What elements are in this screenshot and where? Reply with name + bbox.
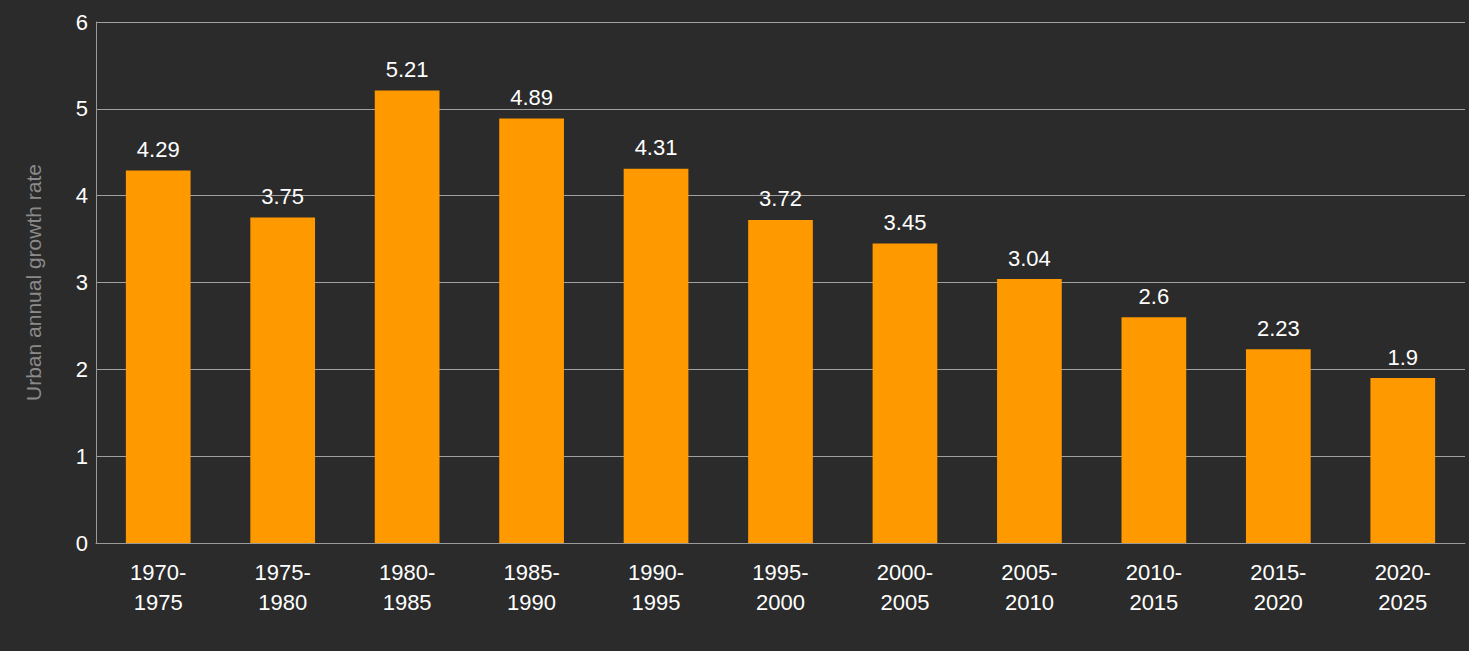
- svg-text:1970-: 1970-: [130, 560, 186, 585]
- svg-text:2000: 2000: [756, 590, 805, 615]
- svg-text:1990-: 1990-: [628, 560, 684, 585]
- svg-text:2010: 2010: [1005, 590, 1054, 615]
- svg-text:1985-: 1985-: [503, 560, 559, 585]
- svg-text:3.04: 3.04: [1008, 246, 1051, 271]
- svg-text:4: 4: [76, 183, 88, 208]
- svg-text:0: 0: [76, 531, 88, 556]
- svg-text:2000-: 2000-: [877, 560, 933, 585]
- svg-text:Urban annual growth rate: Urban annual growth rate: [22, 164, 45, 401]
- svg-text:2020: 2020: [1254, 590, 1303, 615]
- svg-text:2: 2: [76, 357, 88, 382]
- svg-text:2.23: 2.23: [1257, 316, 1300, 341]
- svg-text:1995-: 1995-: [752, 560, 808, 585]
- svg-text:5.21: 5.21: [386, 57, 429, 82]
- svg-text:2020-: 2020-: [1375, 560, 1431, 585]
- svg-text:2025: 2025: [1378, 590, 1427, 615]
- svg-text:1995: 1995: [632, 590, 681, 615]
- svg-text:3.75: 3.75: [261, 184, 304, 209]
- svg-text:1975-: 1975-: [255, 560, 311, 585]
- svg-text:1985: 1985: [383, 590, 432, 615]
- svg-text:4.29: 4.29: [137, 137, 180, 162]
- svg-text:2015: 2015: [1129, 590, 1178, 615]
- svg-text:6: 6: [76, 10, 88, 35]
- svg-text:3.72: 3.72: [759, 186, 802, 211]
- svg-text:3: 3: [76, 270, 88, 295]
- svg-text:1990: 1990: [507, 590, 556, 615]
- svg-text:2010-: 2010-: [1126, 560, 1182, 585]
- svg-text:4.31: 4.31: [635, 135, 678, 160]
- svg-text:2.6: 2.6: [1139, 284, 1170, 309]
- svg-text:5: 5: [76, 96, 88, 121]
- svg-text:3.45: 3.45: [884, 210, 927, 235]
- svg-text:1: 1: [76, 444, 88, 469]
- svg-text:2005: 2005: [880, 590, 929, 615]
- svg-text:1980-: 1980-: [379, 560, 435, 585]
- svg-text:1980: 1980: [258, 590, 307, 615]
- svg-text:1.9: 1.9: [1387, 345, 1418, 370]
- svg-text:2015-: 2015-: [1250, 560, 1306, 585]
- svg-text:2005-: 2005-: [1001, 560, 1057, 585]
- svg-text:1975: 1975: [134, 590, 183, 615]
- svg-text:4.89: 4.89: [510, 85, 553, 110]
